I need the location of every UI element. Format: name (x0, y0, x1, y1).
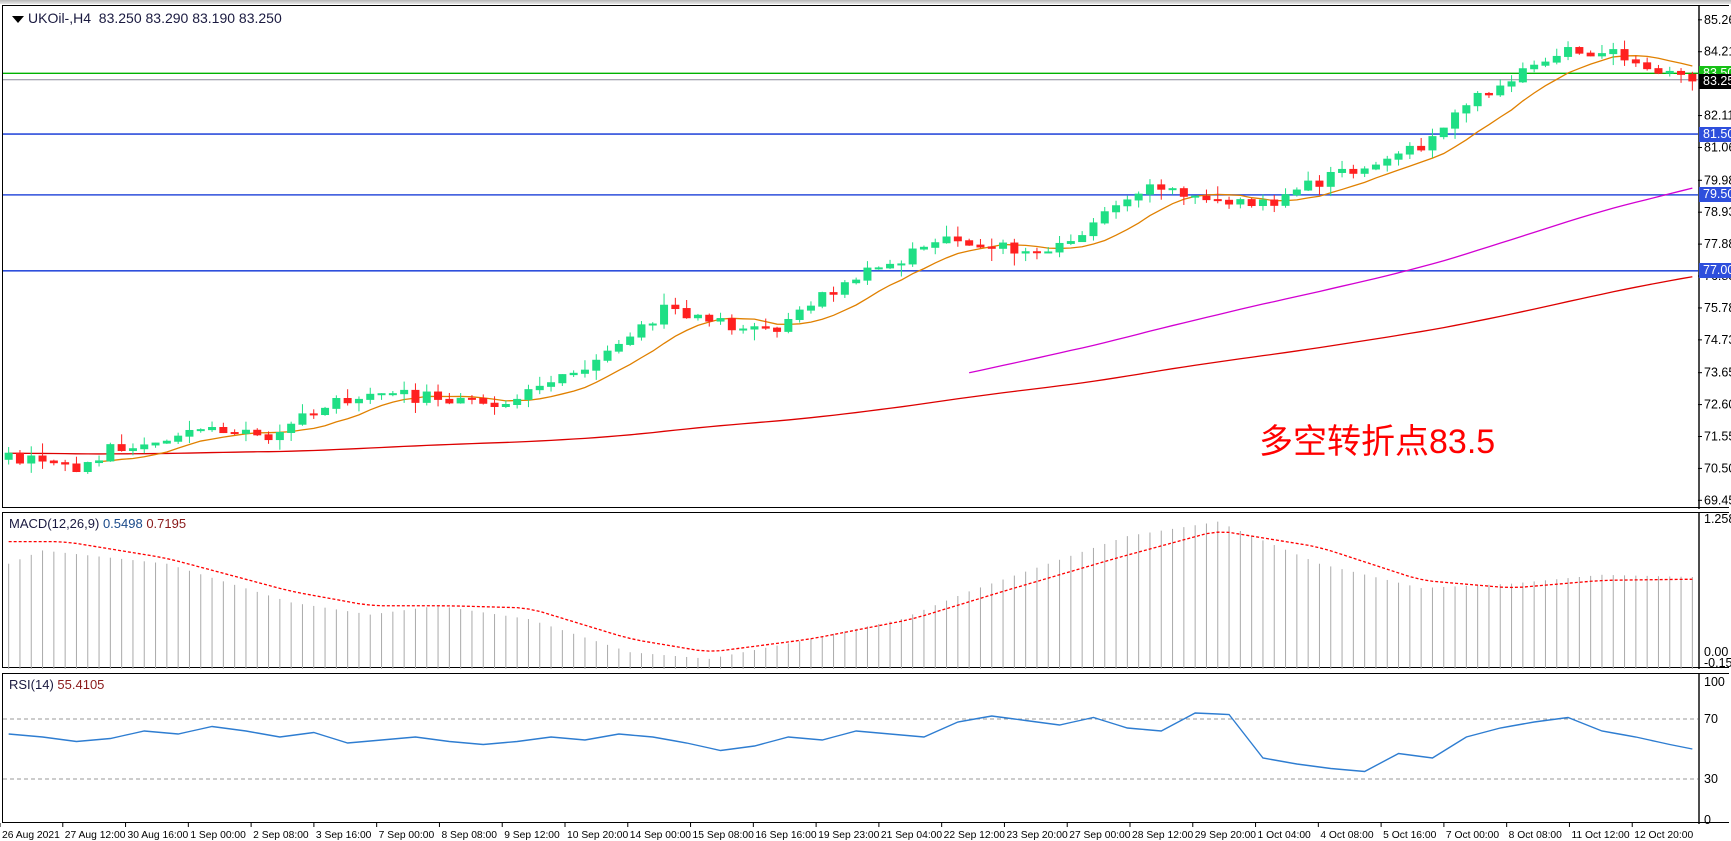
svg-text:70: 70 (1704, 712, 1718, 726)
svg-text:70.500: 70.500 (1704, 461, 1731, 475)
svg-text:7 Oct 00:00: 7 Oct 00:00 (1446, 830, 1500, 841)
svg-text:10 Sep 20:00: 10 Sep 20:00 (567, 830, 629, 841)
svg-text:15 Sep 08:00: 15 Sep 08:00 (693, 830, 755, 841)
svg-text:11 Oct 12:00: 11 Oct 12:00 (1571, 830, 1629, 841)
svg-text:4 Oct 08:00: 4 Oct 08:00 (1320, 830, 1374, 841)
svg-text:71.550: 71.550 (1704, 429, 1731, 443)
svg-text:21 Sep 04:00: 21 Sep 04:00 (881, 830, 943, 841)
svg-text:30: 30 (1704, 772, 1718, 786)
svg-text:5 Oct 16:00: 5 Oct 16:00 (1383, 830, 1437, 841)
svg-text:26 Aug 2021: 26 Aug 2021 (2, 830, 60, 841)
svg-text:-0.1516: -0.1516 (1704, 656, 1731, 670)
svg-text:8 Sep 08:00: 8 Sep 08:00 (441, 830, 497, 841)
svg-text:12 Oct 20:00: 12 Oct 20:00 (1634, 830, 1693, 841)
svg-text:29 Sep 20:00: 29 Sep 20:00 (1195, 830, 1257, 841)
svg-text:27 Aug 12:00: 27 Aug 12:00 (65, 830, 126, 841)
svg-text:14 Sep 00:00: 14 Sep 00:00 (630, 830, 692, 841)
svg-text:84.210: 84.210 (1704, 45, 1731, 59)
svg-text:73.650: 73.650 (1704, 366, 1731, 380)
svg-text:7 Sep 00:00: 7 Sep 00:00 (379, 830, 435, 841)
svg-text:72.600: 72.600 (1704, 398, 1731, 412)
svg-text:1.2585: 1.2585 (1704, 512, 1731, 526)
svg-text:16 Sep 16:00: 16 Sep 16:00 (755, 830, 817, 841)
svg-text:2 Sep 08:00: 2 Sep 08:00 (253, 830, 309, 841)
svg-text:27 Sep 00:00: 27 Sep 00:00 (1069, 830, 1131, 841)
svg-text:85.260: 85.260 (1704, 13, 1731, 27)
svg-text:100: 100 (1704, 675, 1725, 689)
svg-text:22 Sep 12:00: 22 Sep 12:00 (944, 830, 1006, 841)
svg-text:74.730: 74.730 (1704, 333, 1731, 347)
svg-text:75.780: 75.780 (1704, 301, 1731, 315)
svg-text:1 Oct 04:00: 1 Oct 04:00 (1258, 830, 1312, 841)
svg-text:81.060: 81.060 (1704, 140, 1731, 154)
svg-text:3 Sep 16:00: 3 Sep 16:00 (316, 830, 372, 841)
svg-text:1 Sep 00:00: 1 Sep 00:00 (190, 830, 246, 841)
svg-text:9 Sep 12:00: 9 Sep 12:00 (504, 830, 560, 841)
svg-text:23 Sep 20:00: 23 Sep 20:00 (1006, 830, 1068, 841)
svg-text:78.930: 78.930 (1704, 205, 1731, 219)
svg-text:79.980: 79.980 (1704, 173, 1731, 187)
svg-text:28 Sep 12:00: 28 Sep 12:00 (1132, 830, 1194, 841)
svg-text:8 Oct 08:00: 8 Oct 08:00 (1509, 830, 1563, 841)
svg-text:30 Aug 16:00: 30 Aug 16:00 (128, 830, 189, 841)
svg-text:82.110: 82.110 (1704, 109, 1731, 123)
svg-text:19 Sep 23:00: 19 Sep 23:00 (818, 830, 880, 841)
svg-text:77.880: 77.880 (1704, 237, 1731, 251)
svg-text:多空转折点83.5: 多空转折点83.5 (1259, 423, 1495, 461)
svg-text:69.450: 69.450 (1704, 493, 1731, 507)
